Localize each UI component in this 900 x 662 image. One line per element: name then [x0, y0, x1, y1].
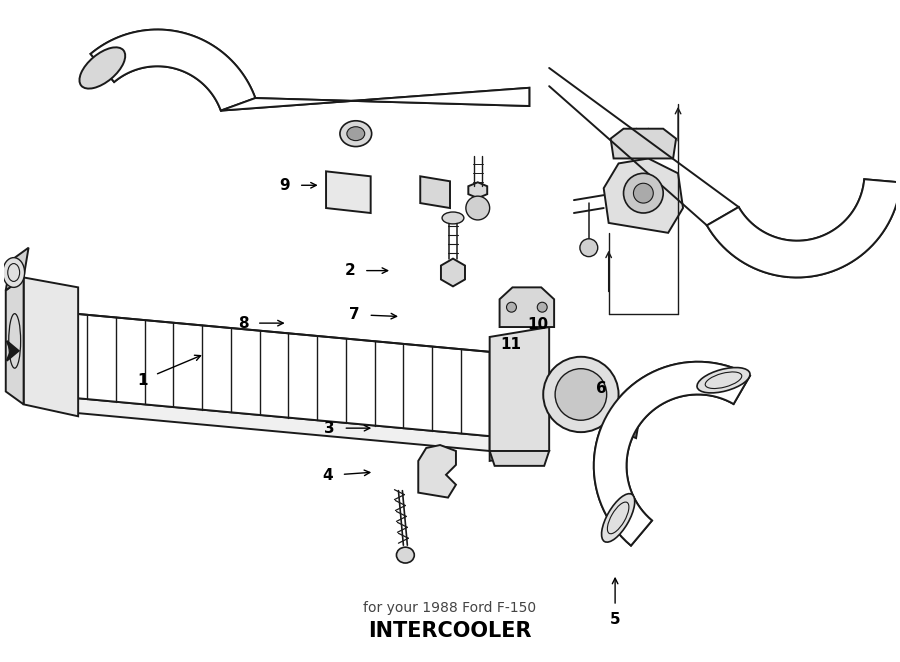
Polygon shape: [500, 287, 554, 327]
Polygon shape: [706, 179, 900, 277]
Ellipse shape: [346, 126, 364, 140]
Text: 11: 11: [500, 337, 521, 352]
Polygon shape: [326, 171, 371, 213]
Text: 10: 10: [526, 317, 548, 332]
Polygon shape: [722, 382, 734, 395]
Polygon shape: [91, 30, 256, 111]
Text: 9: 9: [280, 178, 290, 193]
Ellipse shape: [442, 212, 464, 224]
Polygon shape: [490, 451, 549, 466]
Circle shape: [544, 357, 618, 432]
Polygon shape: [594, 361, 750, 545]
Text: for your 1988 Ford F-150: for your 1988 Ford F-150: [364, 600, 536, 614]
Ellipse shape: [601, 494, 634, 542]
Polygon shape: [7, 341, 19, 361]
Polygon shape: [706, 179, 900, 277]
Polygon shape: [420, 176, 450, 208]
Text: 2: 2: [345, 263, 356, 278]
Polygon shape: [5, 277, 23, 404]
Polygon shape: [58, 397, 490, 451]
Text: 7: 7: [349, 307, 360, 322]
Circle shape: [634, 183, 653, 203]
Polygon shape: [23, 277, 78, 416]
Polygon shape: [468, 182, 487, 198]
Text: 8: 8: [238, 316, 248, 330]
Text: 6: 6: [597, 381, 608, 397]
Circle shape: [507, 303, 517, 312]
Polygon shape: [220, 88, 529, 111]
Ellipse shape: [3, 258, 24, 287]
Text: INTERCOOLER: INTERCOOLER: [368, 622, 532, 641]
Text: 3: 3: [324, 420, 335, 436]
Polygon shape: [58, 312, 490, 436]
Polygon shape: [594, 361, 750, 545]
Text: 4: 4: [322, 468, 333, 483]
Circle shape: [466, 196, 490, 220]
Ellipse shape: [340, 120, 372, 146]
Polygon shape: [610, 128, 676, 158]
Polygon shape: [418, 445, 456, 498]
Polygon shape: [788, 248, 823, 277]
Text: 5: 5: [610, 612, 620, 628]
Polygon shape: [490, 327, 549, 461]
Polygon shape: [604, 158, 683, 233]
Ellipse shape: [79, 47, 125, 89]
Polygon shape: [91, 30, 256, 111]
Ellipse shape: [697, 367, 750, 393]
Polygon shape: [220, 88, 529, 111]
Text: 1: 1: [137, 373, 148, 388]
Circle shape: [624, 173, 663, 213]
Ellipse shape: [397, 547, 414, 563]
Circle shape: [555, 369, 607, 420]
Polygon shape: [441, 259, 465, 287]
Circle shape: [537, 303, 547, 312]
Polygon shape: [626, 422, 638, 438]
Circle shape: [580, 239, 598, 257]
Polygon shape: [5, 248, 29, 291]
